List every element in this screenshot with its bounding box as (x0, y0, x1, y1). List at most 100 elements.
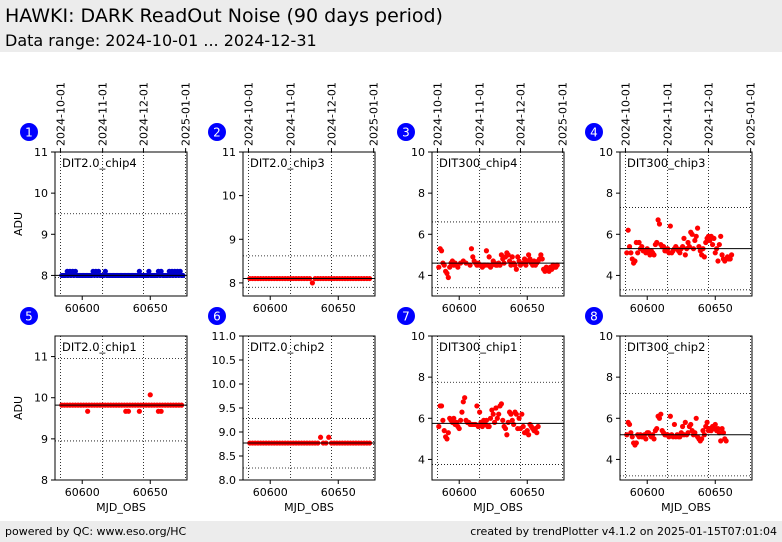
data-point (516, 415, 522, 421)
data-point (524, 428, 530, 434)
data-point (474, 403, 480, 409)
x-tick-label: 60600 (630, 302, 665, 315)
date-tick-label: 2024-12-01 (702, 82, 715, 146)
data-point (656, 221, 663, 227)
data-point (505, 252, 511, 258)
data-point (444, 270, 450, 276)
data-point (632, 258, 638, 264)
panel-number-badge (585, 123, 603, 141)
data-point (716, 430, 722, 436)
data-point (158, 408, 164, 414)
date-tick-label: 2024-10-01 (431, 82, 444, 146)
data-point (136, 408, 142, 414)
data-point (102, 268, 108, 274)
x-tick-label: 60650 (698, 486, 733, 499)
date-tick-label: 2024-11-01 (474, 82, 487, 146)
panel-number-badge (585, 307, 603, 325)
data-point (667, 223, 673, 229)
data-point (658, 411, 664, 417)
y-tick-label: 6 (606, 228, 613, 241)
x-tick-label: 60600 (65, 302, 100, 315)
data-point (447, 264, 453, 270)
header-bar: HAWKI: DARK ReadOut Noise (90 days perio… (0, 0, 782, 52)
data-point (677, 250, 683, 256)
data-point (493, 405, 499, 411)
panel-number-badge (397, 307, 415, 325)
date-tick-label: 2024-12-01 (137, 82, 150, 146)
panel-number-label: 4 (590, 126, 598, 140)
panel-number-label: 6 (213, 310, 221, 324)
panel-number-badge (20, 307, 38, 325)
panel-number-label: 3 (402, 126, 410, 140)
date-tick-label: 2025-01-01 (557, 82, 570, 146)
data-point (534, 430, 540, 436)
data-point (685, 239, 691, 246)
series-label: DIT2.0_chip4 (62, 156, 137, 170)
panel-number-label: 1 (25, 126, 33, 140)
date-tick-label: 2024-10-01 (242, 82, 255, 146)
data-point (460, 399, 466, 405)
date-tick-label: 2024-12-01 (325, 82, 338, 146)
data-point (441, 262, 447, 268)
data-point (146, 268, 152, 274)
x-tick-label: 60650 (510, 486, 545, 499)
data-point (483, 417, 490, 423)
x-tick-label: 60600 (442, 486, 477, 499)
data-point (628, 430, 634, 436)
y-tick-label: 8.5 (219, 450, 237, 463)
data-point (526, 252, 532, 258)
x-tick-label: 60650 (510, 302, 545, 315)
page-subtitle: Data range: 2024-10-01 ... 2024-12-31 (5, 31, 317, 50)
data-point (468, 246, 475, 252)
data-point (523, 262, 529, 268)
plot-frame (431, 151, 565, 297)
x-tick-label: 60650 (133, 302, 168, 315)
panel-number-label: 5 (25, 310, 33, 324)
data-point (445, 274, 451, 281)
y-tick-label: 10 (411, 146, 425, 159)
data-point (699, 436, 705, 442)
data-point (686, 244, 693, 250)
chart-panel-6: 8.0 8.5 9.0 9.5 10.0 10.5 11.0 60600 60650 DIT2.0… (208, 307, 376, 514)
data-point (700, 428, 706, 434)
series-label: DIT300_chip1 (439, 340, 517, 354)
data-point (719, 425, 725, 432)
y-tick-label: 8.0 (219, 474, 237, 487)
data-point (470, 254, 476, 260)
plot-frame (54, 335, 188, 481)
data-point (513, 266, 519, 272)
data-point (554, 262, 560, 268)
series-label: DIT300_chip4 (439, 156, 517, 170)
series-label: DIT2.0_chip3 (250, 156, 325, 170)
data-point (654, 425, 660, 432)
data-point (655, 217, 661, 223)
data-point (451, 415, 457, 421)
data-point (508, 411, 514, 417)
data-point (436, 264, 442, 270)
x-tick-label: 60600 (630, 486, 665, 499)
panel-number-badge (208, 123, 226, 141)
data-point (671, 421, 678, 428)
data-point (539, 256, 545, 262)
data-point (693, 415, 699, 421)
data-point (509, 417, 515, 423)
data-point (701, 254, 707, 260)
data-point (317, 434, 324, 440)
data-point (693, 233, 699, 239)
data-point (486, 254, 492, 260)
y-tick-label: 9.0 (219, 426, 237, 439)
chart-panel-3: 4 6 8 10 60600 60650 2024-10-01 2024-11-01 2024-… (397, 82, 570, 315)
data-point (509, 254, 515, 260)
date-tick-label: 2025-01-01 (180, 82, 193, 146)
series-label: DIT2.0_chip2 (250, 340, 325, 354)
x-tick-label: 60600 (253, 486, 288, 499)
data-point (475, 423, 481, 430)
data-point (639, 244, 645, 250)
data-point (660, 244, 667, 250)
y-tick-label: 6 (418, 412, 425, 425)
data-point (486, 423, 492, 430)
data-point (703, 423, 709, 430)
y-tick-label: 9 (229, 233, 236, 246)
data-point (696, 244, 702, 250)
data-point (712, 421, 718, 428)
